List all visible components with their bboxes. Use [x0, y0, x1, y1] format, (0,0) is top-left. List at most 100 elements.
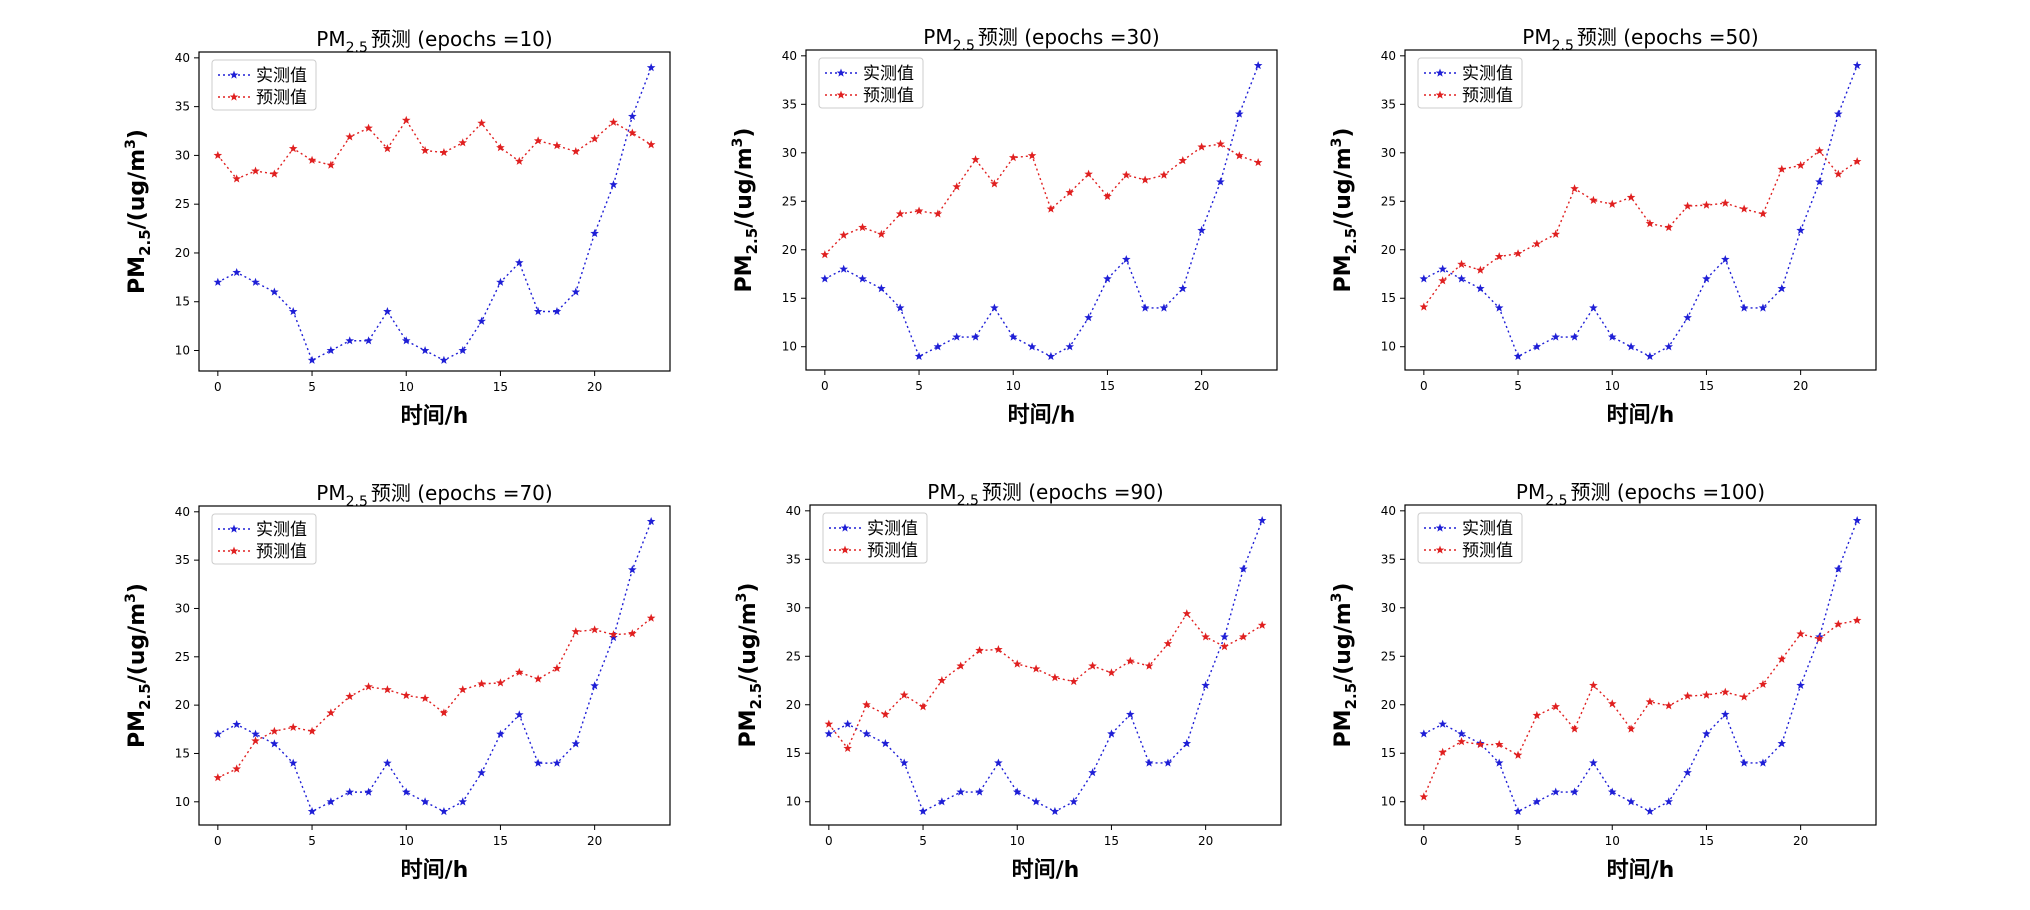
- x-tick-label: 20: [587, 380, 602, 394]
- data-point: [646, 516, 656, 526]
- data-point: [1834, 564, 1843, 573]
- title-prefix: PM: [923, 25, 952, 49]
- data-point: [1758, 679, 1768, 689]
- data-point: [646, 63, 656, 72]
- data-point: [1551, 702, 1560, 711]
- data-point: [552, 663, 562, 673]
- y-tick-label: 35: [1381, 97, 1396, 111]
- data-point: [288, 306, 298, 316]
- data-point: [1513, 249, 1523, 258]
- data-point: [307, 726, 317, 735]
- data-point: [1702, 200, 1711, 209]
- plot-frame: [1404, 504, 1877, 826]
- data-point: [1201, 680, 1210, 689]
- data-point: [628, 565, 637, 574]
- data-point: [439, 806, 449, 816]
- data-point: [477, 679, 486, 688]
- ylabel-close: ): [125, 129, 150, 139]
- data-point: [213, 150, 223, 160]
- data-point: [1107, 668, 1116, 677]
- series-line-1: [1423, 520, 1858, 813]
- data-point: [952, 332, 961, 341]
- series-line-2: [828, 612, 1263, 750]
- data-point: [914, 206, 924, 215]
- data-point: [288, 722, 298, 732]
- data-point: [307, 155, 317, 164]
- data-point: [345, 132, 354, 141]
- data-point: [1513, 806, 1523, 816]
- data-point: [1197, 225, 1206, 234]
- data-point: [515, 667, 524, 676]
- data-point: [1570, 184, 1579, 193]
- data-point: [1103, 274, 1112, 283]
- data-point: [1069, 797, 1079, 806]
- legend-marker: [1435, 545, 1445, 554]
- data-point: [1739, 204, 1749, 213]
- legend-label: 预测值: [1462, 86, 1513, 106]
- data-point: [1253, 61, 1263, 70]
- data-point: [1702, 729, 1711, 738]
- data-point: [1645, 219, 1655, 228]
- data-point: [307, 355, 317, 364]
- legend-marker: [1435, 68, 1445, 77]
- data-point: [1050, 673, 1060, 682]
- title-prefix: PM: [316, 481, 345, 505]
- x-tick-label: 15: [1699, 379, 1714, 393]
- y-tick-label: 15: [175, 295, 190, 309]
- data-point: [1796, 225, 1805, 234]
- x-tick-label: 10: [399, 834, 414, 848]
- title-subscript: 2.5: [346, 494, 368, 510]
- data-point: [1438, 747, 1447, 756]
- ylabel-prefix: PM: [736, 709, 761, 747]
- x-tick-label: 10: [1605, 379, 1620, 393]
- data-point: [1216, 177, 1225, 186]
- data-point: [1178, 284, 1188, 293]
- series-line-2: [824, 143, 1259, 256]
- ylabel-subscript: 2.5: [136, 229, 154, 256]
- data-point: [270, 169, 279, 178]
- data-point: [1683, 313, 1692, 322]
- data-point: [533, 306, 543, 316]
- data-point: [1570, 787, 1579, 796]
- legend-label: 预测值: [867, 541, 918, 561]
- data-point: [843, 719, 852, 728]
- data-point: [496, 277, 505, 286]
- data-point: [1140, 303, 1150, 312]
- y-axis-label: PM2.5/(ug/m3): [730, 128, 761, 293]
- data-point: [1664, 797, 1674, 806]
- title-subscript: 2.5: [953, 38, 975, 54]
- data-point: [1159, 170, 1169, 179]
- data-point: [1626, 724, 1636, 733]
- data-point: [1182, 609, 1192, 618]
- data-point: [1815, 634, 1824, 643]
- data-point: [307, 806, 317, 816]
- y-tick-label: 15: [782, 291, 797, 305]
- ylabel-unit: /(ug/m: [125, 603, 150, 683]
- data-point: [515, 258, 524, 267]
- legend-label: 预测值: [256, 542, 307, 562]
- data-point: [1626, 192, 1636, 202]
- y-tick-label: 40: [1381, 504, 1396, 518]
- data-point: [1570, 724, 1579, 733]
- plot-frame: [198, 505, 671, 826]
- data-point: [1239, 632, 1248, 641]
- data-point: [1163, 758, 1173, 767]
- data-point: [877, 284, 886, 293]
- data-point: [1607, 199, 1617, 208]
- x-tick-label: 5: [915, 379, 923, 393]
- data-point: [918, 806, 928, 816]
- data-point: [288, 144, 298, 153]
- data-point: [1532, 710, 1542, 720]
- data-point: [270, 287, 279, 296]
- y-axis-label: PM2.5/(ug/m3): [1329, 128, 1360, 293]
- data-point: [1796, 160, 1805, 170]
- data-point: [952, 182, 961, 191]
- x-axis-label: 时间/h: [1607, 858, 1675, 883]
- ylabel-subscript: 2.5: [743, 228, 761, 255]
- x-tick-label: 5: [1514, 834, 1522, 848]
- ylabel-unit: /(ug/m: [736, 602, 761, 682]
- ylabel-superscript: 3: [734, 593, 750, 603]
- series-line-2: [1423, 619, 1858, 798]
